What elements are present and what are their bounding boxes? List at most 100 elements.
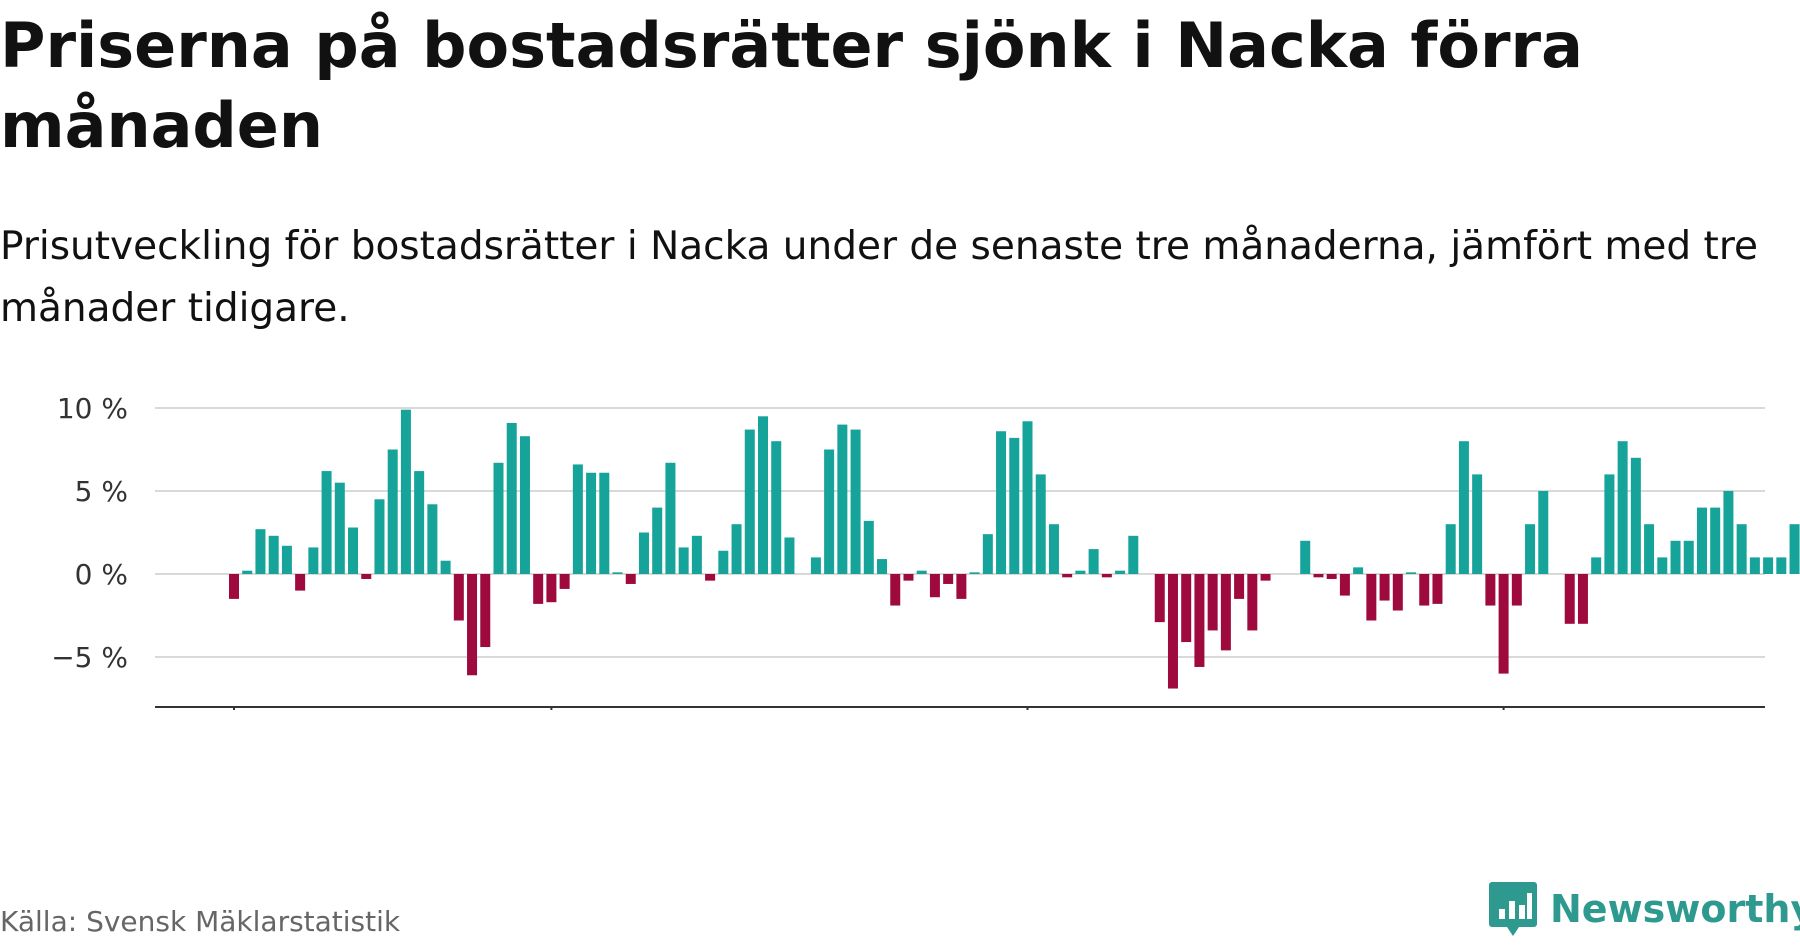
bar — [1538, 491, 1549, 574]
bar — [969, 572, 980, 574]
bar — [1167, 574, 1178, 689]
bar — [1313, 574, 1324, 578]
bar — [916, 570, 927, 574]
bar — [638, 532, 649, 574]
bar — [1776, 557, 1787, 574]
bar — [1154, 574, 1165, 623]
bar — [400, 409, 411, 574]
bar — [1048, 524, 1059, 574]
bar — [1009, 437, 1020, 574]
bar — [824, 449, 835, 574]
y-tick-label: −5 % — [51, 641, 128, 674]
bar — [242, 570, 253, 574]
bar — [1683, 540, 1694, 574]
bar — [1022, 421, 1033, 574]
bar — [281, 545, 292, 574]
bar — [1234, 574, 1245, 599]
bar — [1498, 574, 1509, 674]
bar — [1749, 557, 1760, 574]
bar — [744, 429, 755, 574]
bar — [1604, 474, 1615, 574]
bar — [890, 574, 901, 606]
bar — [1432, 574, 1443, 604]
bar — [1300, 540, 1311, 574]
bar — [572, 464, 583, 574]
bar — [691, 535, 702, 574]
bar — [1696, 507, 1707, 574]
bar — [480, 574, 491, 648]
bar — [1485, 574, 1496, 606]
bar — [705, 574, 716, 581]
bar — [361, 574, 372, 579]
bar — [1194, 574, 1205, 667]
bar — [268, 535, 279, 574]
source-note: Källa: Svensk Mäklarstatistik — [0, 905, 401, 938]
bar — [1591, 557, 1602, 574]
bar — [1406, 572, 1417, 574]
bar — [599, 472, 610, 574]
bar — [771, 441, 782, 574]
bar — [943, 574, 954, 584]
y-tick-label: 0 % — [75, 558, 128, 591]
bar — [718, 550, 729, 574]
bar — [295, 574, 306, 591]
bar — [1763, 557, 1774, 574]
bar — [665, 462, 676, 574]
bar — [784, 537, 795, 574]
bar — [1789, 524, 1800, 574]
bar — [467, 574, 478, 676]
bar — [956, 574, 967, 599]
chart-subtitle: Prisutveckling för bostadsrätter i Nacka… — [0, 224, 1758, 331]
bar — [414, 471, 425, 574]
bar — [1564, 574, 1575, 624]
bar — [1670, 540, 1681, 574]
bar — [586, 472, 597, 574]
bar — [1419, 574, 1430, 606]
newsworthy-logo-icon — [1489, 882, 1537, 936]
bar — [1115, 570, 1126, 574]
bar — [1458, 441, 1469, 574]
bar — [652, 507, 663, 574]
bar — [982, 534, 993, 574]
bar-chart: −5 %0 %5 %10 %20122014201720202022−5 % — [51, 392, 1800, 710]
bar — [255, 529, 266, 574]
bar — [758, 416, 768, 574]
bar — [1736, 524, 1747, 574]
bar — [1220, 574, 1231, 651]
bar — [1472, 474, 1483, 574]
bar — [559, 574, 570, 589]
bar — [996, 431, 1007, 574]
bar — [625, 574, 636, 584]
bar — [1630, 457, 1641, 574]
bar — [1088, 549, 1099, 574]
bar — [229, 574, 239, 599]
bar — [308, 547, 319, 574]
bar — [1617, 441, 1628, 574]
bar — [1207, 574, 1218, 631]
bar — [1035, 474, 1046, 574]
bar — [929, 574, 940, 598]
bar — [546, 574, 557, 603]
bar — [1366, 574, 1377, 621]
bar — [1128, 535, 1139, 574]
newsworthy-logo: Newsworthy — [1488, 880, 1800, 938]
bar — [1339, 574, 1350, 596]
bar — [612, 572, 623, 574]
bar — [1392, 574, 1403, 611]
bar — [863, 520, 874, 574]
bar — [1260, 574, 1271, 581]
bar — [1511, 574, 1522, 606]
bar — [506, 422, 517, 574]
bar — [1247, 574, 1258, 631]
bar — [1326, 574, 1337, 579]
bar — [1710, 507, 1721, 574]
bar — [321, 471, 332, 574]
bar — [348, 527, 359, 574]
bar — [1181, 574, 1192, 643]
bar — [440, 560, 451, 574]
bar — [493, 462, 504, 574]
bar — [1353, 567, 1364, 574]
bar — [850, 429, 861, 574]
y-tick-label: 5 % — [75, 475, 128, 508]
bar — [533, 574, 544, 604]
